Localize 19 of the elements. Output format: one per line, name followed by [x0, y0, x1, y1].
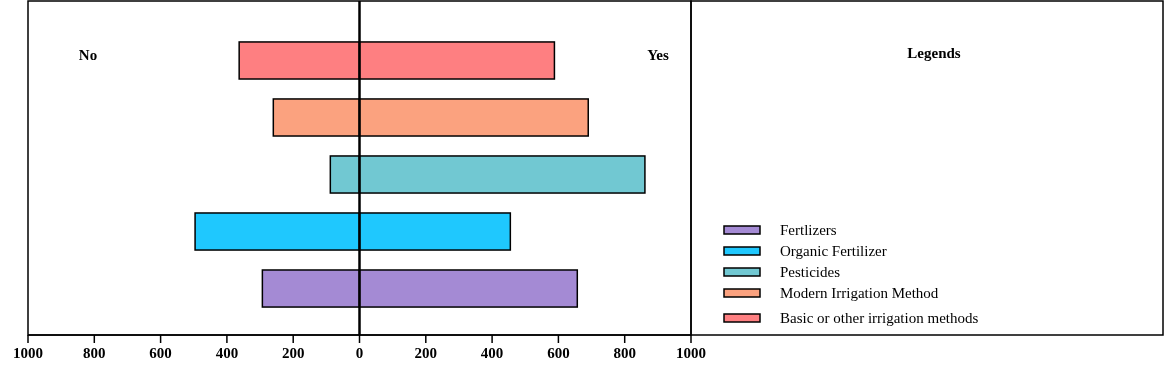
x-tick-label: 400 — [480, 345, 504, 361]
text: Organic Fertilizer — [780, 243, 887, 259]
text: Fertlizers — [780, 222, 837, 238]
x-tick-label: 800 — [83, 345, 106, 361]
x-tick-label: 800 — [613, 345, 636, 361]
x-tick-label: 0 — [355, 345, 364, 361]
annotation: No — [78, 47, 98, 63]
annotation: Yes — [647, 47, 669, 63]
x-tick-label: 600 — [149, 345, 172, 361]
x-tick-label: 1000 — [13, 345, 43, 361]
x-tick-label: 1000 — [676, 345, 706, 361]
x-tick-label: 600 — [547, 345, 570, 361]
x-tick-label: 400 — [215, 345, 239, 361]
text: Pesticides — [780, 264, 841, 280]
x-tick-label: 200 — [414, 345, 438, 361]
text: Basic or other irrigation methods — [780, 310, 979, 326]
text: Modern Irrigation Method — [780, 285, 939, 301]
legend-title: Legends — [907, 45, 961, 61]
x-tick-label: 200 — [281, 345, 305, 361]
